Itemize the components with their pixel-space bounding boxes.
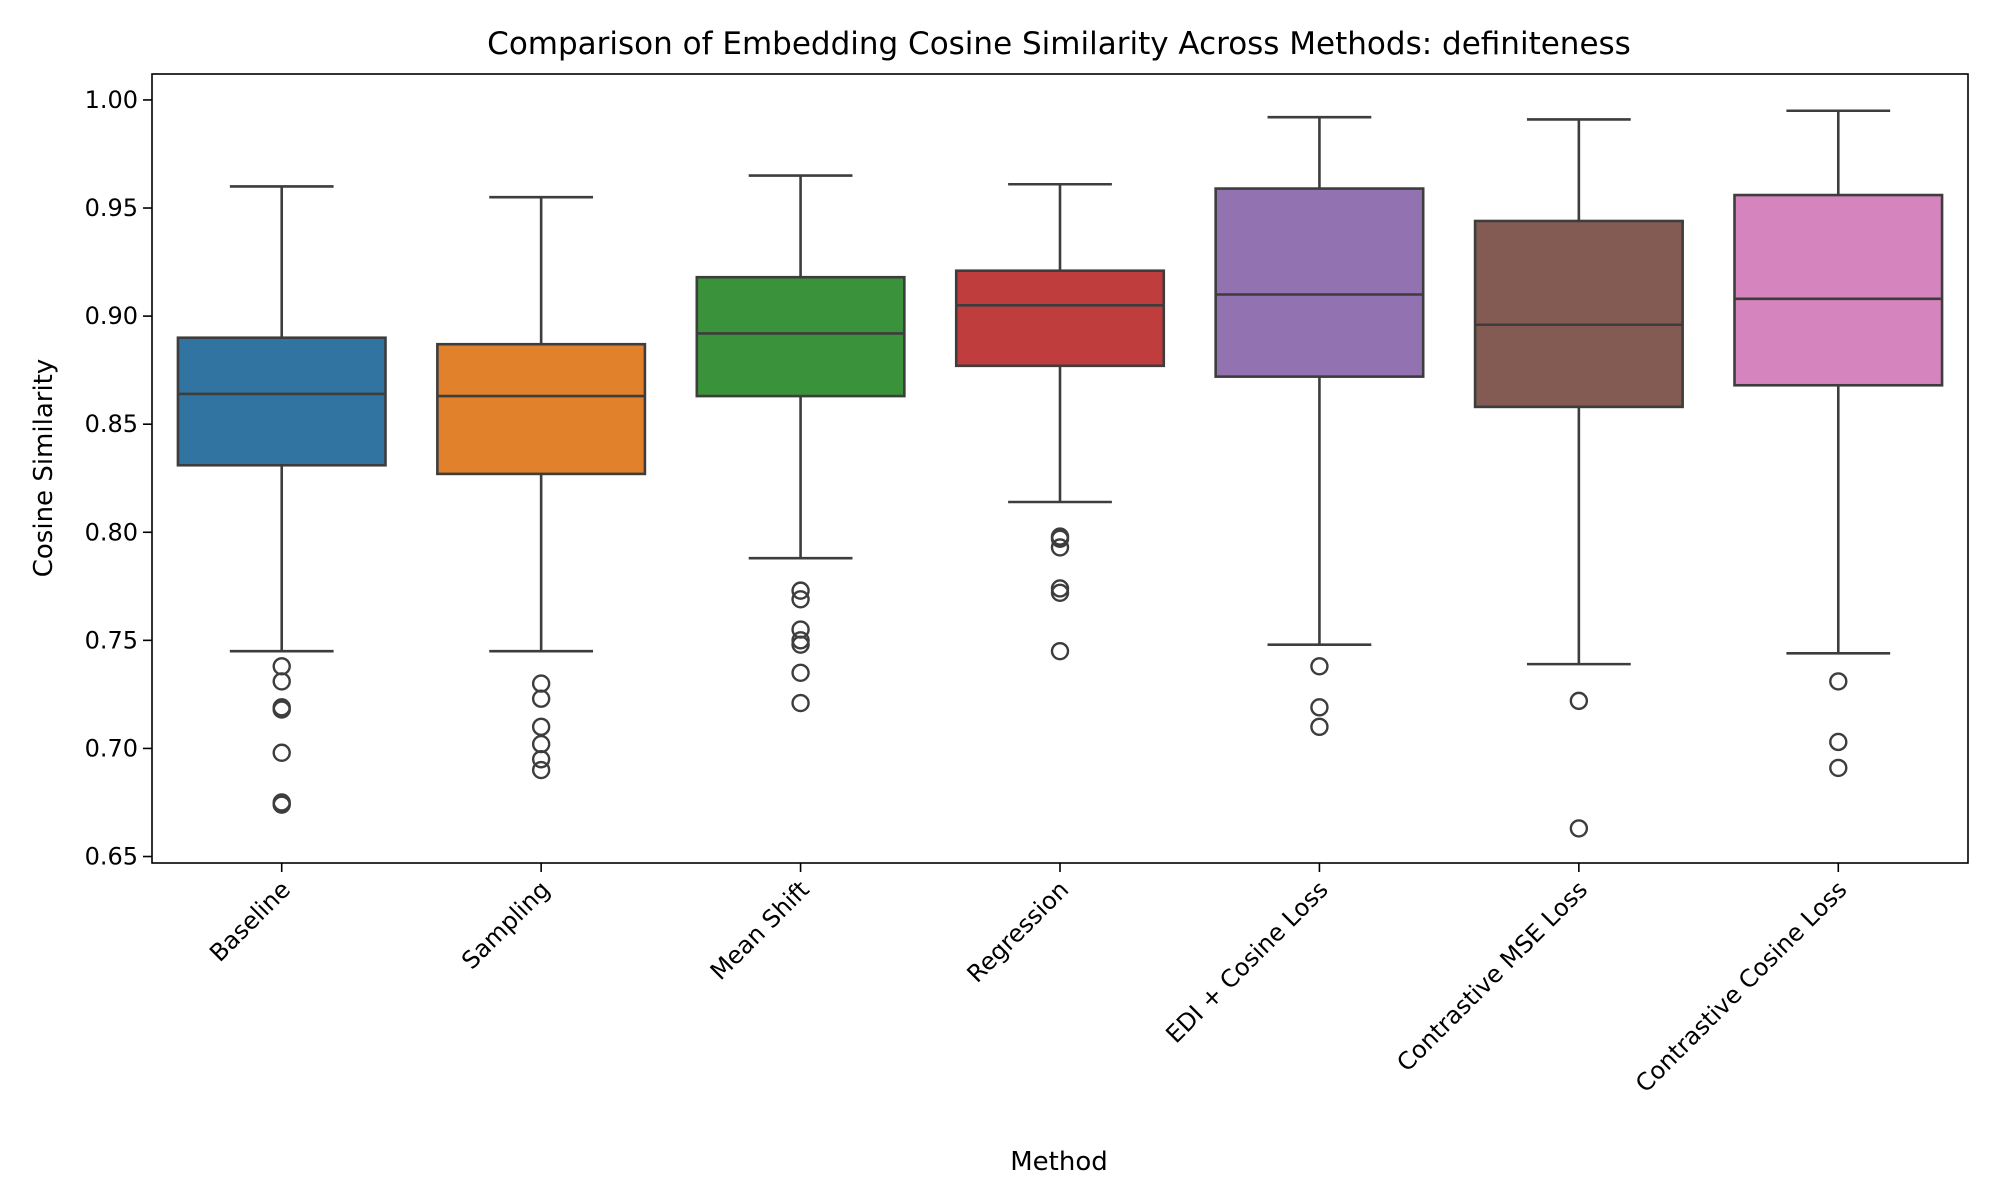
box-body xyxy=(436,342,647,476)
x-axis: Baseline Sampling Mean Shift Regression EDI … xyxy=(204,863,1853,1098)
x-tick-label: Contrastive MSE Loss xyxy=(1391,875,1593,1077)
outlier-point xyxy=(531,750,551,769)
outlier-point xyxy=(1569,691,1589,711)
box-group xyxy=(1473,118,1684,838)
y-tick-label: 0.70 xyxy=(85,734,138,762)
box-group xyxy=(1733,109,1944,778)
x-axis-label: Method xyxy=(1010,1147,1108,1177)
outlier-point xyxy=(1050,529,1070,548)
x-tick-label: Mean Shift xyxy=(705,875,815,985)
outlier-point xyxy=(272,795,291,814)
box-group xyxy=(695,174,906,713)
y-tick-label: 0.95 xyxy=(85,194,138,222)
y-axis-label: Cosine Similarity xyxy=(29,359,59,578)
y-tick-label: 0.65 xyxy=(85,843,138,871)
outlier-point xyxy=(1829,732,1848,752)
outlier-point xyxy=(1050,641,1070,661)
outlier-point xyxy=(1310,698,1329,717)
box-body xyxy=(1733,193,1944,387)
plot-frame xyxy=(151,73,1969,864)
outlier-point xyxy=(791,581,810,600)
outlier-point xyxy=(791,693,810,713)
box-group xyxy=(954,182,1166,661)
outlier-point xyxy=(1310,657,1329,676)
y-axis: 0.65 0.70 0.75 0.80 0.85 0.90 0.95 1.00 xyxy=(85,86,152,871)
outlier-point xyxy=(1050,583,1070,602)
y-tick-label: 0.80 xyxy=(85,518,138,546)
box-group xyxy=(436,195,647,780)
outlier-point xyxy=(272,657,291,676)
box-group xyxy=(176,185,387,814)
outlier-point xyxy=(1050,538,1070,557)
x-tick-label: Contrastive Cosine Loss xyxy=(1630,875,1853,1098)
outlier-point xyxy=(272,743,291,762)
box-body xyxy=(176,336,387,467)
y-tick-label: 1.00 xyxy=(85,86,138,114)
outlier-point xyxy=(791,590,810,609)
outlier-point xyxy=(791,663,810,682)
outlier-point xyxy=(1569,819,1589,838)
box-group xyxy=(1214,115,1425,737)
y-tick-label: 0.85 xyxy=(85,410,138,438)
outlier-point xyxy=(791,635,810,654)
box-body xyxy=(954,269,1166,368)
chart-title: Comparison of Embedding Cosine Similarit… xyxy=(487,26,1631,62)
outlier-point xyxy=(1310,717,1329,737)
y-tick-label: 0.75 xyxy=(85,626,138,654)
outlier-point xyxy=(272,672,291,691)
outlier-point xyxy=(272,700,291,719)
x-tick-label: Sampling xyxy=(456,875,555,974)
outlier-point xyxy=(531,734,551,754)
outlier-point xyxy=(531,717,551,737)
box-body xyxy=(1473,219,1684,409)
x-tick-label: EDI + Cosine Loss xyxy=(1160,875,1333,1048)
x-tick-label: Regression xyxy=(962,875,1075,988)
y-tick-label: 0.90 xyxy=(85,302,138,330)
box-body xyxy=(695,275,906,398)
outlier-point xyxy=(531,689,551,708)
plot-area xyxy=(176,109,1944,838)
box-body xyxy=(1214,187,1425,378)
x-tick-label: Baseline xyxy=(204,875,296,967)
outlier-point xyxy=(1829,758,1848,778)
outlier-point xyxy=(531,674,551,693)
outlier-point xyxy=(531,760,551,780)
outlier-point xyxy=(1829,672,1848,691)
